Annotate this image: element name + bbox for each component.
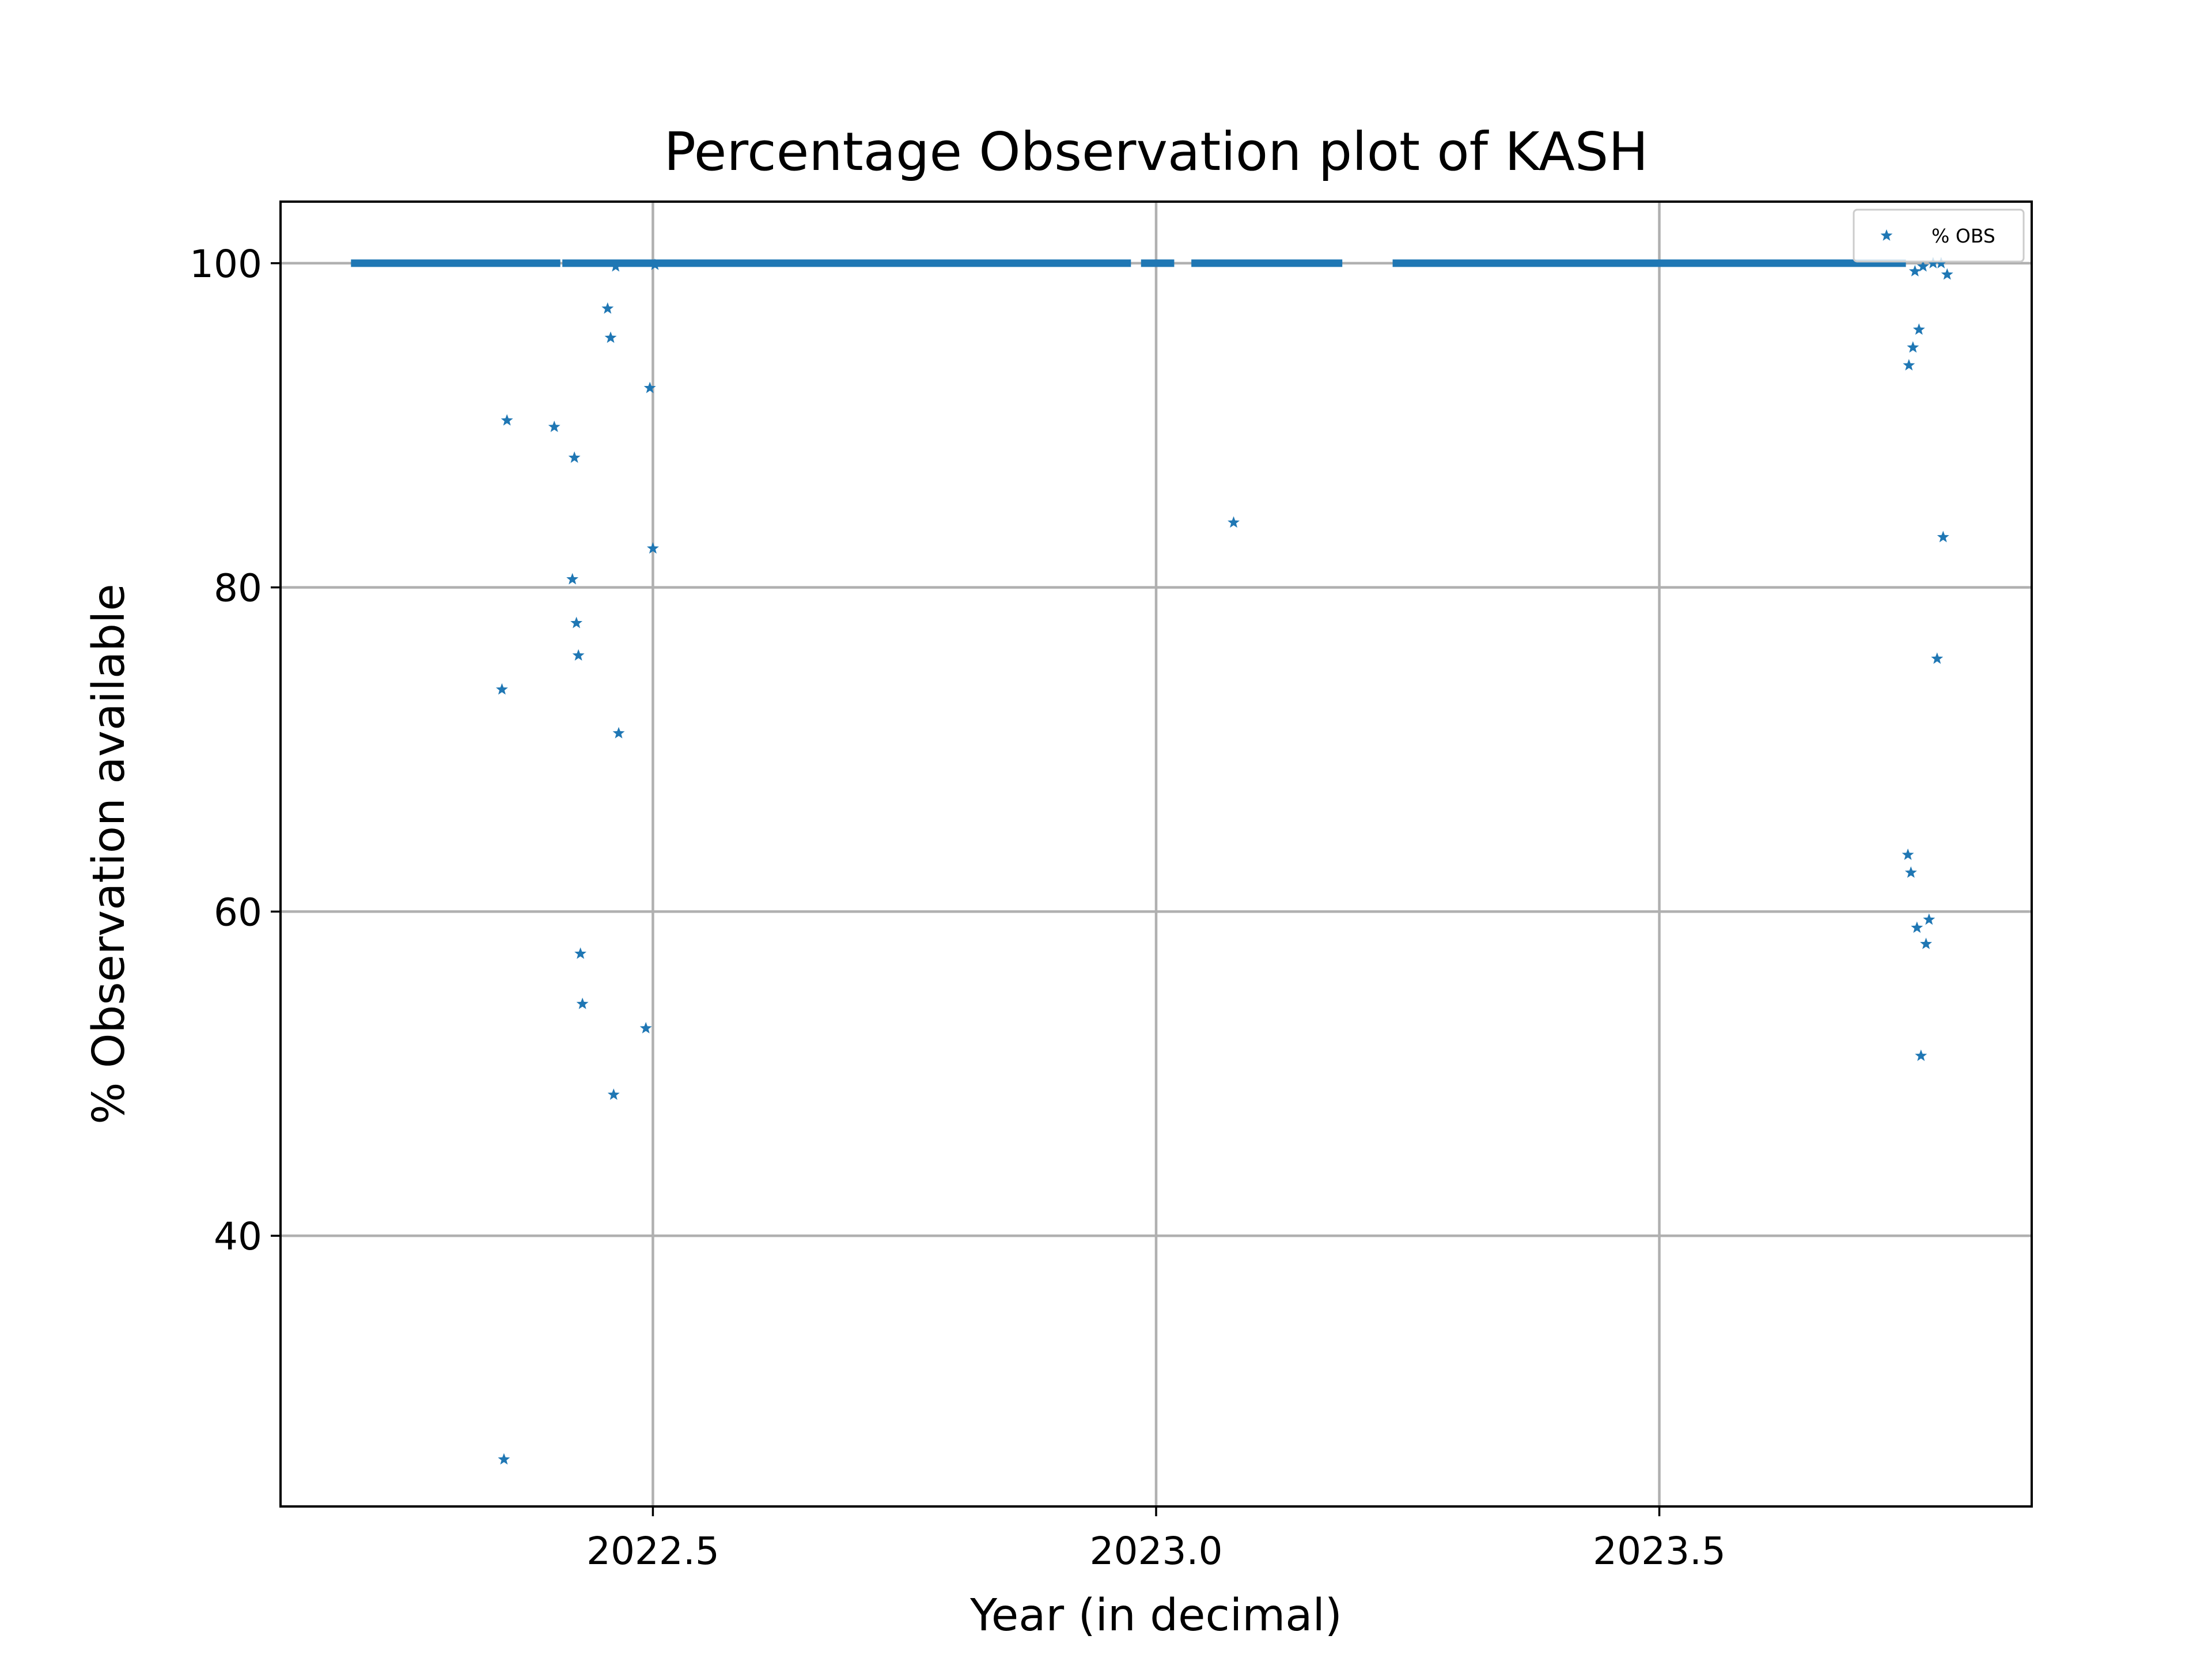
data-point: [501, 414, 513, 426]
y-axis-label: % Observation available: [84, 584, 135, 1125]
data-point: [1920, 937, 1933, 949]
data-point: [1911, 921, 1923, 933]
axis-ticks: 2022.5 2023.0 2023.5 40 60 80 100: [190, 242, 1726, 1573]
data-point: [568, 451, 581, 463]
data-point: [1902, 848, 1914, 860]
data-point: [646, 542, 659, 554]
x-tick-label: 2023.0: [1090, 1529, 1223, 1573]
data-point: [1937, 531, 1949, 543]
data-point: [601, 302, 614, 314]
data-point: [612, 726, 625, 739]
data-point: [607, 1088, 620, 1100]
data-point: [570, 616, 583, 629]
data-point: [1927, 256, 1940, 268]
data-point: [566, 573, 579, 585]
y-tick-label: 60: [214, 890, 262, 934]
data-points: [351, 256, 1953, 1465]
data-point: [649, 258, 661, 270]
data-point: [1908, 264, 1921, 277]
data-point: [574, 947, 587, 959]
data-point: [1904, 866, 1917, 878]
data-point: [1912, 323, 1925, 335]
data-point: [609, 260, 622, 272]
legend-marker-star-icon: [1880, 229, 1893, 241]
data-point: [498, 1453, 510, 1465]
data-point: [548, 421, 560, 432]
data-point: [604, 331, 617, 343]
data-point: [643, 381, 656, 393]
legend: % OBS: [1853, 209, 2025, 263]
legend-label: % OBS: [1931, 225, 1995, 247]
data-point: [639, 1021, 652, 1033]
data-point: [1916, 260, 1929, 272]
data-point: [1228, 516, 1240, 528]
data-point: [1903, 359, 1915, 371]
data-point: [1941, 268, 1953, 280]
data-point: [495, 683, 508, 695]
x-tick-label: 2022.5: [586, 1529, 719, 1573]
data-point: [1935, 256, 1948, 268]
data-point: [576, 997, 589, 1009]
data-point: [572, 649, 585, 661]
data-point: [1907, 341, 1919, 353]
y-tick-label: 40: [214, 1214, 262, 1259]
data-point: [1931, 652, 1944, 664]
data-point: [1923, 913, 1936, 925]
data-point: [1915, 1049, 1927, 1061]
chart-title: Percentage Observation plot of KASH: [664, 121, 1649, 183]
y-tick-label: 80: [214, 566, 262, 611]
legend-frame: [1853, 209, 2025, 263]
y-tick-label: 100: [190, 242, 262, 286]
x-axis-label: Year (in decimal): [969, 1590, 1342, 1641]
x-tick-label: 2023.5: [1593, 1529, 1726, 1573]
